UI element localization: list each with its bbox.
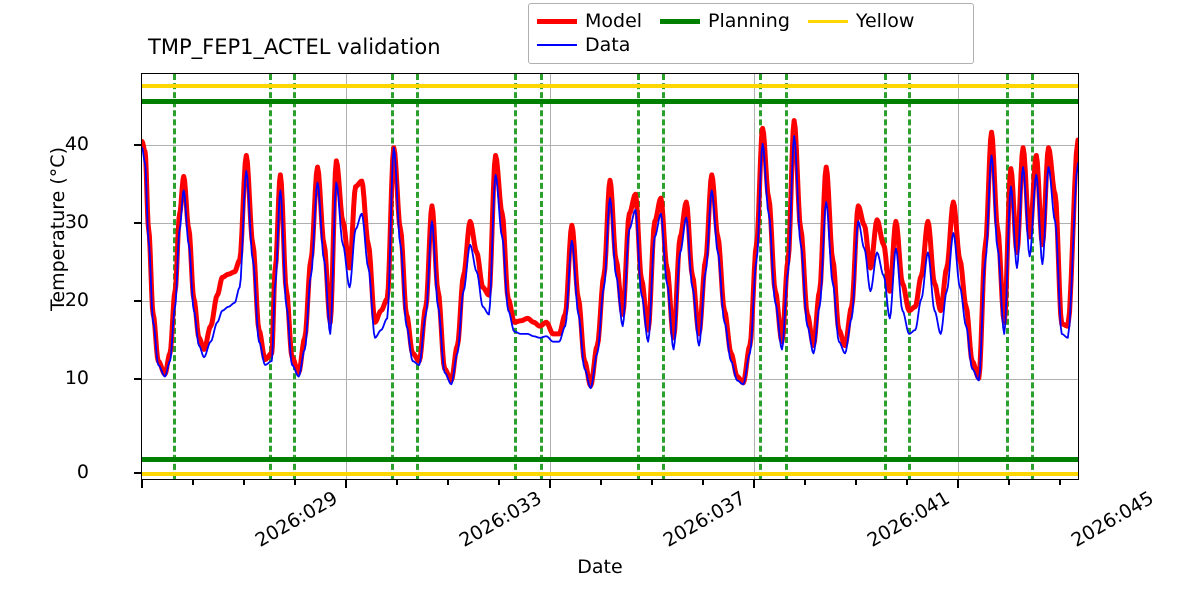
x-tick-minor: [855, 480, 857, 485]
legend-swatch-data: [537, 44, 577, 46]
y-tick-label-20: 20: [64, 289, 89, 311]
limit-line-yellow-upper: [142, 84, 1078, 88]
x-tick-minor: [651, 480, 653, 485]
series-plot: [142, 118, 1078, 390]
gridline-x-2026-037: [550, 74, 551, 479]
limit-line-planning-lower: [142, 457, 1078, 462]
chart-title: TMP_FEP1_ACTEL validation: [148, 35, 441, 59]
legend-label-model: Model: [585, 10, 643, 32]
event-marker-line: [662, 74, 665, 479]
legend-swatch-yellow: [807, 19, 848, 23]
x-tick-minor: [498, 480, 500, 485]
y-tick-mark-10: [134, 378, 141, 380]
x-tick-major: [141, 480, 143, 488]
event-marker-line: [269, 74, 272, 479]
x-tick-minor: [1059, 480, 1061, 485]
legend-entry-planning[interactable]: Planning: [660, 10, 790, 32]
legend-entry-model[interactable]: Model: [537, 10, 642, 32]
x-tick-label-2026-037: 2026:037: [659, 487, 750, 552]
x-tick-minor: [192, 480, 194, 485]
x-tick-label-2026-045: 2026:045: [1067, 487, 1158, 552]
y-tick-mark-30: [134, 222, 141, 224]
x-tick-minor: [804, 480, 806, 485]
y-tick-label-10: 10: [64, 367, 89, 389]
legend-row-2: Data: [537, 33, 965, 57]
x-tick-major: [549, 480, 551, 488]
y-tick-mark-20: [134, 300, 141, 302]
legend-label-yellow: Yellow: [855, 10, 915, 32]
x-tick-label-2026-033: 2026:033: [455, 487, 546, 552]
x-tick-minor: [396, 480, 398, 485]
x-tick-label-2026-041: 2026:041: [863, 487, 954, 552]
x-tick-major: [957, 480, 959, 488]
event-marker-line: [514, 74, 517, 479]
legend-entry-yellow[interactable]: Yellow: [807, 10, 915, 32]
series-line-model: [142, 118, 1078, 389]
x-tick-minor: [243, 480, 245, 485]
legend-entry-data[interactable]: Data: [537, 34, 630, 56]
chart-legend[interactable]: Model Planning Yellow Data: [528, 3, 974, 64]
gridline-y-10: [142, 379, 1078, 380]
x-tick-minor: [1008, 480, 1010, 485]
x-tick-minor: [294, 480, 296, 485]
x-tick-label-2026-029: 2026:029: [251, 487, 342, 552]
x-tick-minor: [906, 480, 908, 485]
legend-row-1: Model Planning Yellow: [537, 9, 965, 33]
y-tick-mark-40: [134, 144, 141, 146]
event-marker-line: [416, 74, 419, 479]
event-marker-line: [908, 74, 911, 479]
x-tick-major: [345, 480, 347, 488]
y-tick-label-0: 0: [76, 461, 89, 483]
gridline-y-40: [142, 145, 1078, 146]
limit-line-yellow-lower: [142, 472, 1078, 476]
series-line-data: [142, 135, 1078, 390]
y-tick-label-40: 40: [64, 133, 89, 155]
x-axis-label: Date: [577, 556, 623, 578]
y-tick-mark-0: [134, 472, 141, 474]
x-tick-minor: [702, 480, 704, 485]
event-marker-line: [293, 74, 296, 479]
legend-label-planning: Planning: [708, 10, 790, 32]
y-tick-label-30: 30: [64, 211, 89, 233]
x-tick-minor: [447, 480, 449, 485]
limit-line-planning-upper: [142, 99, 1078, 104]
x-tick-minor: [600, 480, 602, 485]
event-marker-line: [540, 74, 543, 479]
legend-swatch-model: [537, 18, 577, 24]
plot-area[interactable]: [141, 73, 1079, 480]
event-marker-line: [1031, 74, 1034, 479]
event-marker-line: [637, 74, 640, 479]
gridline-y-30: [142, 223, 1078, 224]
event-marker-line: [391, 74, 394, 479]
legend-swatch-planning: [660, 18, 701, 24]
legend-label-data: Data: [585, 34, 631, 56]
gridline-y-20: [142, 301, 1078, 302]
x-tick-major: [753, 480, 755, 488]
event-marker-line: [759, 74, 762, 479]
